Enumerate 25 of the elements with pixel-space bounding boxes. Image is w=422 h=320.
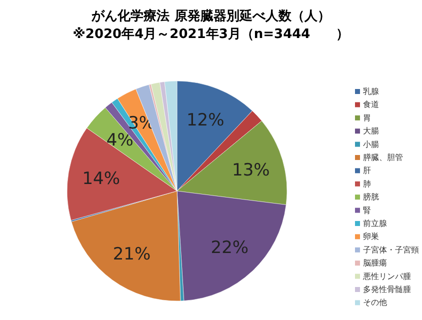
data-label: 22%	[210, 238, 249, 258]
legend-label: 肝	[363, 166, 371, 176]
legend-label: その他	[363, 298, 387, 308]
legend-label: 多発性骨髄腫	[363, 285, 411, 294]
data-label: 12%	[186, 110, 224, 130]
data-label: 21%	[112, 244, 151, 264]
chart-subtitle: ※2020年4月～2021年3月（n=3444 ）	[72, 27, 350, 42]
data-label: 13%	[232, 160, 270, 181]
legend-label: 肺	[363, 179, 371, 188]
legend-label: 大腸	[363, 126, 379, 136]
legend-label: 腎	[363, 206, 371, 215]
legend-label: 前立腺	[363, 219, 387, 228]
legend-label: 脳腫瘍	[363, 258, 387, 268]
data-label: 14%	[82, 169, 120, 189]
chart-title: がん化学療法 原発臓器別延べ人数（人）	[90, 8, 330, 24]
legend-label: 小腸	[363, 140, 379, 149]
legend-label: 胃	[363, 113, 371, 122]
legend-label: 卵巣	[363, 232, 379, 242]
legend-label: 子宮体・子宮頸	[363, 245, 419, 254]
legend-label: 乳腺	[363, 87, 379, 96]
legend-label: 食道	[363, 100, 379, 110]
data-label: 4%	[106, 130, 134, 150]
legend-label: 膀胱	[363, 192, 379, 202]
legend-label: 膵臓、胆管	[363, 153, 403, 162]
legend-label: 悪性リンパ腫	[362, 272, 411, 281]
